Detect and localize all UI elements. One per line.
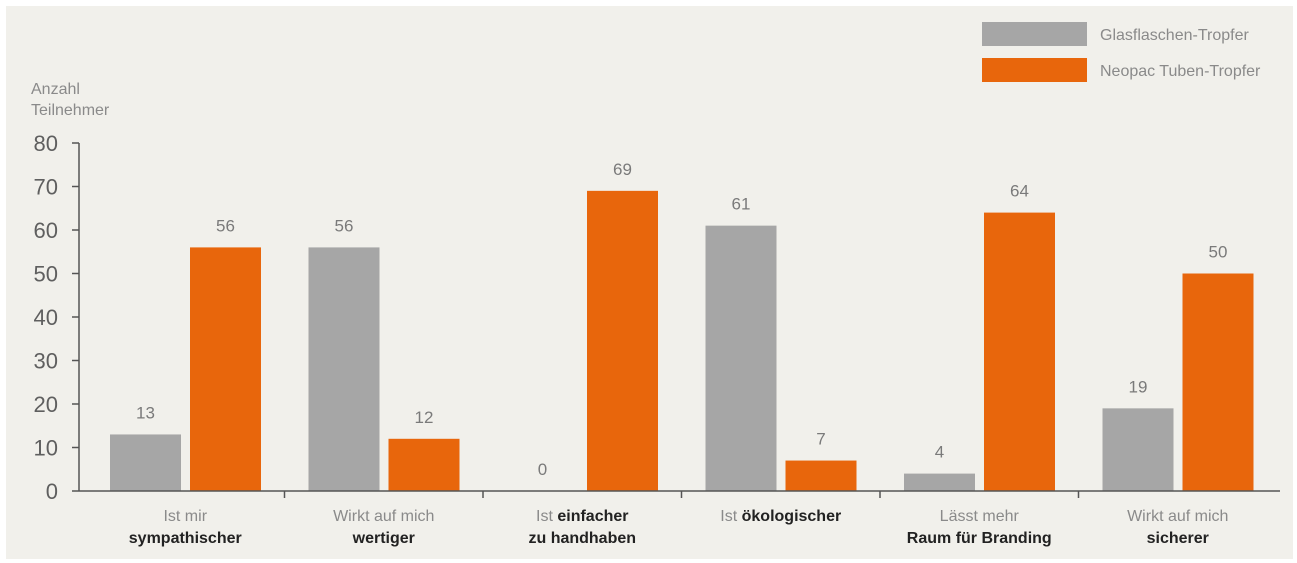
data-label: 56 xyxy=(335,216,354,235)
x-tick-label: sympathischer xyxy=(129,530,242,547)
x-tick-label: Ist ökologischer xyxy=(720,508,841,525)
y-tick-label: 60 xyxy=(34,218,58,243)
data-label: 64 xyxy=(1010,182,1029,201)
data-label: 4 xyxy=(935,443,944,462)
bar xyxy=(388,438,460,491)
y-axis-label: Anzahl xyxy=(31,81,80,98)
bars: 13 56 0 61 4 19 56 12 69 7 64 50 xyxy=(110,160,1254,491)
y-tick-label: 50 xyxy=(34,262,58,287)
bar xyxy=(308,247,380,491)
y-axis: Anzahl Teilnehmer 0 10 20 30 40 50 60 70 80 xyxy=(31,81,110,504)
legend-swatch xyxy=(982,22,1087,46)
y-tick-label: 0 xyxy=(46,479,58,504)
data-label: 19 xyxy=(1129,377,1148,396)
data-label: 0 xyxy=(538,460,547,479)
bar xyxy=(984,212,1055,491)
y-tick-label: 20 xyxy=(34,392,58,417)
legend-entry: Glasflaschen-Tropfer xyxy=(1100,27,1249,44)
x-tick-label: Ist einfacher xyxy=(536,508,628,525)
x-tick-label: Wirkt auf mich xyxy=(333,508,434,525)
x-tick-label: Lässt mehr xyxy=(940,508,1020,525)
x-tick-label: Wirkt auf mich xyxy=(1127,508,1228,525)
bar xyxy=(110,434,181,491)
x-axis: Ist mir sympathischer Wirkt auf mich wertig… xyxy=(79,490,1280,547)
y-tick-label: 80 xyxy=(34,131,58,156)
bar xyxy=(190,247,261,491)
x-tick-label: Ist mir xyxy=(163,508,207,525)
legend-entry: Neopac Tuben-Tropfer xyxy=(1100,63,1261,80)
y-tick-label: 30 xyxy=(34,349,58,374)
y-axis-label: Teilnehmer xyxy=(31,102,110,119)
x-tick-label: sicherer xyxy=(1147,530,1209,547)
data-label: 7 xyxy=(816,430,825,449)
bar xyxy=(587,190,658,491)
y-tick-label: 70 xyxy=(34,175,58,200)
bar xyxy=(1182,273,1254,491)
data-label: 56 xyxy=(216,216,235,235)
data-label: 69 xyxy=(613,160,632,179)
x-tick-label: Raum für Branding xyxy=(907,530,1052,547)
x-tick-label: wertiger xyxy=(352,530,415,547)
bar xyxy=(904,473,975,491)
data-label: 13 xyxy=(136,403,155,422)
data-label: 12 xyxy=(415,408,434,427)
y-tick-label: 10 xyxy=(34,436,58,461)
bar xyxy=(785,460,857,491)
y-tick-label: 40 xyxy=(34,305,58,330)
data-label: 50 xyxy=(1209,243,1228,262)
x-tick-label: zu handhaben xyxy=(528,530,636,547)
bar xyxy=(1102,408,1174,491)
data-label: 61 xyxy=(732,195,751,214)
legend-swatch xyxy=(982,58,1087,82)
legend: Glasflaschen-Tropfer Neopac Tuben-Tropfer xyxy=(982,22,1261,82)
bar xyxy=(705,225,777,491)
